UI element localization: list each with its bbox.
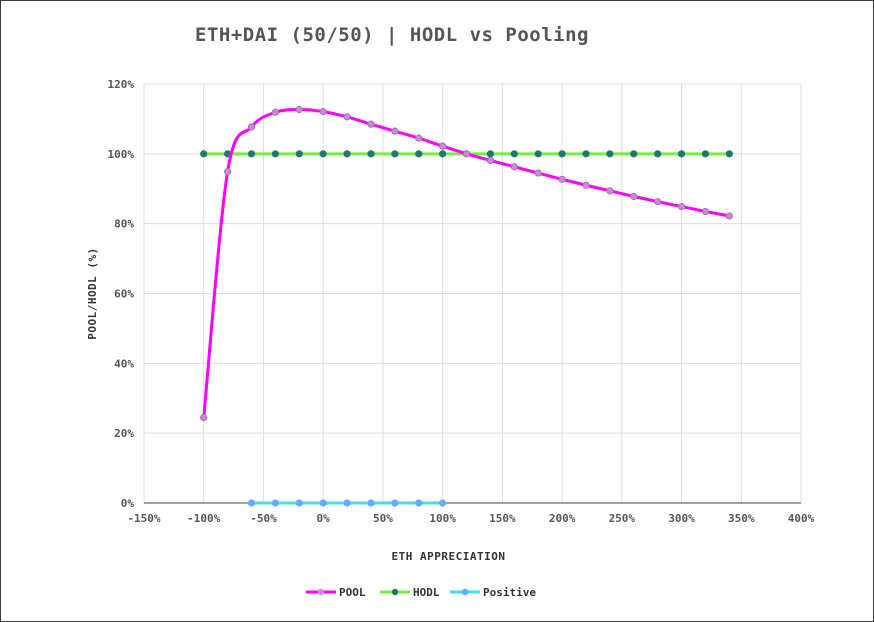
pool-point: [343, 113, 351, 121]
positive-point: [271, 499, 279, 507]
pool-point: [677, 202, 686, 211]
hodl-point: [247, 150, 256, 158]
pool-point: [701, 207, 710, 216]
pool-point: [295, 105, 303, 114]
pool-point: [534, 169, 542, 177]
y-tick-label: 100%: [108, 148, 135, 161]
pool-point: [319, 107, 327, 116]
hodl-point: [367, 150, 375, 158]
y-tick-label: 60%: [114, 288, 134, 301]
hodl-point: [319, 150, 327, 158]
pool-point: [654, 198, 662, 206]
legend-label: POOL: [339, 586, 366, 599]
positive-point: [343, 499, 351, 507]
pool-point: [415, 134, 423, 142]
grid-lines: [143, 83, 802, 504]
x-tick-label: -150%: [127, 512, 160, 525]
legend-item-positive: Positive: [450, 586, 536, 599]
pool-point: [247, 123, 256, 131]
x-tick-label: 350%: [728, 512, 755, 525]
pool-point: [200, 413, 208, 422]
hodl-point: [534, 150, 542, 158]
series-pool: [200, 105, 733, 422]
pool-point: [224, 168, 232, 176]
pool-point: [630, 192, 638, 201]
pool-point: [510, 163, 518, 171]
positive-point: [319, 499, 327, 507]
pool-point: [439, 142, 447, 150]
pool-point: [271, 108, 279, 116]
pool-point: [725, 212, 733, 220]
positive-point: [415, 499, 423, 507]
series-positive: [247, 499, 447, 507]
pool-point: [367, 120, 375, 128]
legend-label: Positive: [483, 586, 536, 599]
pool-point: [462, 150, 471, 158]
pool-point: [486, 156, 495, 165]
positive-point: [367, 499, 375, 507]
x-tick-label: 50%: [373, 512, 393, 525]
y-tick-label: 40%: [114, 357, 134, 370]
hodl-point: [295, 150, 303, 158]
hodl-point: [200, 150, 208, 158]
x-tick-label: 250%: [609, 512, 636, 525]
hodl-point: [343, 150, 351, 158]
positive-point: [391, 499, 399, 507]
y-tick-label: 80%: [114, 218, 134, 231]
hodl-point: [606, 150, 614, 158]
chart-title: ETH+DAI (50/50) | HODL vs Pooling: [195, 24, 589, 46]
hodl-point: [582, 150, 590, 158]
y-axis-title: POOL/HODL (%): [86, 247, 99, 340]
hodl-point: [510, 150, 518, 158]
y-tick-label: 120%: [108, 78, 135, 91]
positive-point: [247, 499, 256, 507]
pool-point: [558, 175, 566, 183]
hodl-point: [415, 150, 423, 158]
legend-label: HODL: [413, 586, 440, 599]
x-tick-label: 0%: [317, 512, 331, 525]
hodl-point: [654, 150, 662, 158]
legend-item-pool: POOL: [306, 586, 366, 599]
hodl-point: [677, 150, 686, 158]
x-tick-label: 100%: [429, 512, 456, 525]
hodl-point: [271, 150, 279, 158]
pool-point: [606, 187, 614, 195]
x-axis-title: ETH APPRECIATION: [392, 550, 506, 563]
y-tick-label: 20%: [114, 427, 134, 440]
x-tick-label: 150%: [489, 512, 516, 525]
positive-point: [295, 499, 303, 507]
hodl-point: [391, 150, 399, 158]
legend-swatch-marker: [461, 588, 469, 596]
hodl-point: [630, 150, 638, 158]
y-tick-label: 0%: [121, 497, 135, 510]
x-tick-label: -50%: [250, 512, 277, 525]
positive-point: [439, 499, 447, 507]
x-tick-label: -100%: [187, 512, 220, 525]
hodl-point: [725, 150, 733, 158]
hodl-point: [439, 150, 447, 158]
x-tick-label: 200%: [549, 512, 576, 525]
legend: POOL HODL Positive: [306, 586, 536, 599]
hodl-point: [558, 150, 566, 158]
hodl-point: [701, 150, 710, 158]
hodl-point: [486, 150, 495, 158]
pool-point: [582, 181, 590, 189]
x-tick-label: 400%: [788, 512, 815, 525]
pool-point: [391, 127, 399, 135]
x-tick-label: 300%: [668, 512, 695, 525]
legend-swatch-marker: [317, 588, 325, 596]
axes: -150% -100% -50% 0% 50% 100% 150% 200% 250% 300% 3…: [108, 78, 815, 525]
series-layer: [200, 105, 733, 507]
legend-swatch-marker: [391, 588, 399, 596]
legend-item-hodl: HODL: [380, 586, 440, 599]
